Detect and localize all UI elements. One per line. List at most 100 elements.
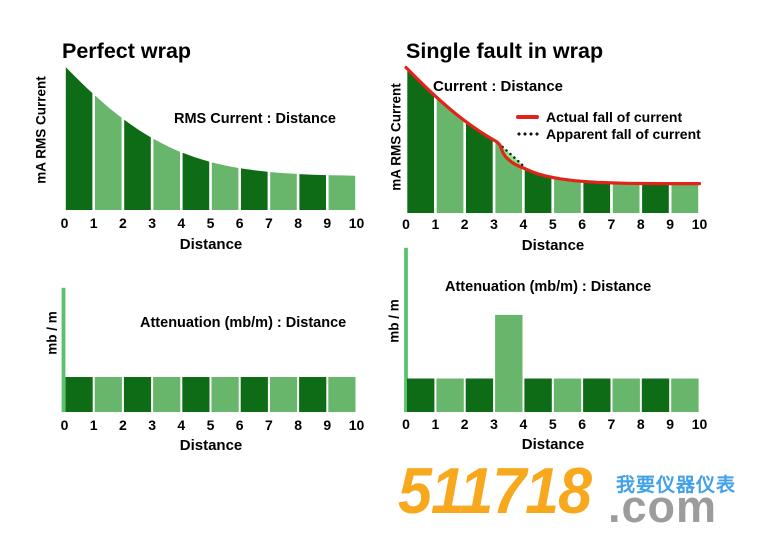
watermark-number: 511718 [398,454,592,527]
bar [407,68,434,213]
x-axis-label-distance-br: Distance [521,436,585,453]
tick-label: 7 [264,215,273,231]
tick-label: 10 [348,215,365,231]
tick-label: 7 [607,216,616,232]
legend-item-apparent: Apparent fall of current [516,125,701,142]
x-axis-label-distance-bl: Distance [179,437,243,454]
annotation-attenuation-left: Attenuation (mb/m) : Distance [140,315,347,331]
annotation-current-distance: Current : Distance [433,78,564,95]
tick-label: 10 [691,216,708,232]
bar [407,378,435,412]
bar [182,152,210,210]
bar [554,177,581,213]
tick-label: 5 [548,216,557,232]
tick-label: 0 [402,416,410,432]
bar [524,168,552,213]
tick-label: 6 [578,216,586,232]
tick-label: 3 [148,215,156,231]
bar [241,168,268,210]
tick-label: 9 [666,416,675,432]
bar [671,378,699,412]
tick-label: 3 [490,216,498,232]
watermark-suffix: .com [608,481,718,532]
x-axis-label-distance-tr: Distance [521,237,585,254]
tick-label: 3 [148,417,156,433]
bar [612,182,640,213]
solid-red-line-icon [516,114,539,119]
legend: Actual fall of current Apparent fall of … [516,108,701,142]
bar [124,119,151,210]
tick-label: 7 [607,416,616,432]
bar [153,377,181,412]
bar [495,141,523,213]
tick-label: 2 [460,216,469,232]
legend-label-apparent: Apparent fall of current [546,125,701,142]
tick-label: 9 [323,215,332,231]
bar [553,378,582,412]
tick-label: 10 [348,417,365,433]
watermark-tagline: 我要仪器仪表 [616,475,737,496]
dotted-black-line-icon [516,131,539,136]
bar [182,377,210,412]
bar [94,377,122,412]
annotation-attenuation-right: Attenuation (mb/m) : Distance [445,279,652,295]
tick-label: 0 [60,417,69,433]
tick-label: 1 [431,416,440,432]
tick-label: 0 [60,215,69,231]
bar [95,95,122,210]
bar [465,378,494,412]
legend-item-actual: Actual fall of current [516,108,701,125]
bar [269,377,298,412]
legend-label-actual: Actual fall of current [546,108,683,125]
bar [299,377,327,412]
bar [466,121,493,213]
y-axis-label-mb-per-m-left: mb / m [44,311,60,355]
bar [65,377,93,412]
fault-gap-fill [498,143,524,168]
tick-label: 8 [636,216,645,232]
bar [211,377,239,412]
chart-title-perfect-wrap: Perfect wrap [62,39,192,63]
y-axis-spike [61,287,66,413]
tick-label: 4 [177,417,186,433]
tick-label: 9 [323,417,332,433]
tick-label: 8 [636,416,645,432]
tick-label: 10 [691,416,708,432]
bar [240,377,268,412]
actual-fall-curve [404,65,702,186]
bar [641,378,670,412]
tick-label: 4 [519,416,528,432]
attenuation-fault-plot [404,247,699,412]
annotation-rms-current-distance: RMS Current : Distance [174,111,336,127]
tick-label: 1 [431,216,440,232]
tick-label: 0 [402,216,410,232]
y-axis-label-rms-current-right: mA RMS Current [388,83,404,191]
tick-label: 9 [666,216,675,232]
y-axis-label-mb-per-m-right: mb / m [386,299,402,343]
bar [299,174,326,210]
fault-attenuation-bar [495,314,523,412]
bar [270,172,297,210]
bar [436,97,464,213]
tick-label: 5 [206,215,215,231]
tick-label: 8 [294,215,302,231]
bar [153,138,180,210]
chart-title-single-fault: Single fault in wrap [406,39,604,63]
bar [328,175,356,210]
tick-label: 7 [264,417,273,433]
tick-label: 8 [294,417,302,433]
bar [612,378,640,412]
tick-label: 6 [578,416,586,432]
tick-label: 2 [460,416,469,432]
bar [65,67,93,210]
bar [524,378,552,412]
bar [671,183,699,213]
y-axis-spike [404,247,408,412]
bar [123,377,152,412]
single-fault-plot [404,65,702,213]
bar [328,377,356,412]
tick-label: 1 [89,417,98,433]
bar [583,378,611,412]
bar [211,162,239,210]
